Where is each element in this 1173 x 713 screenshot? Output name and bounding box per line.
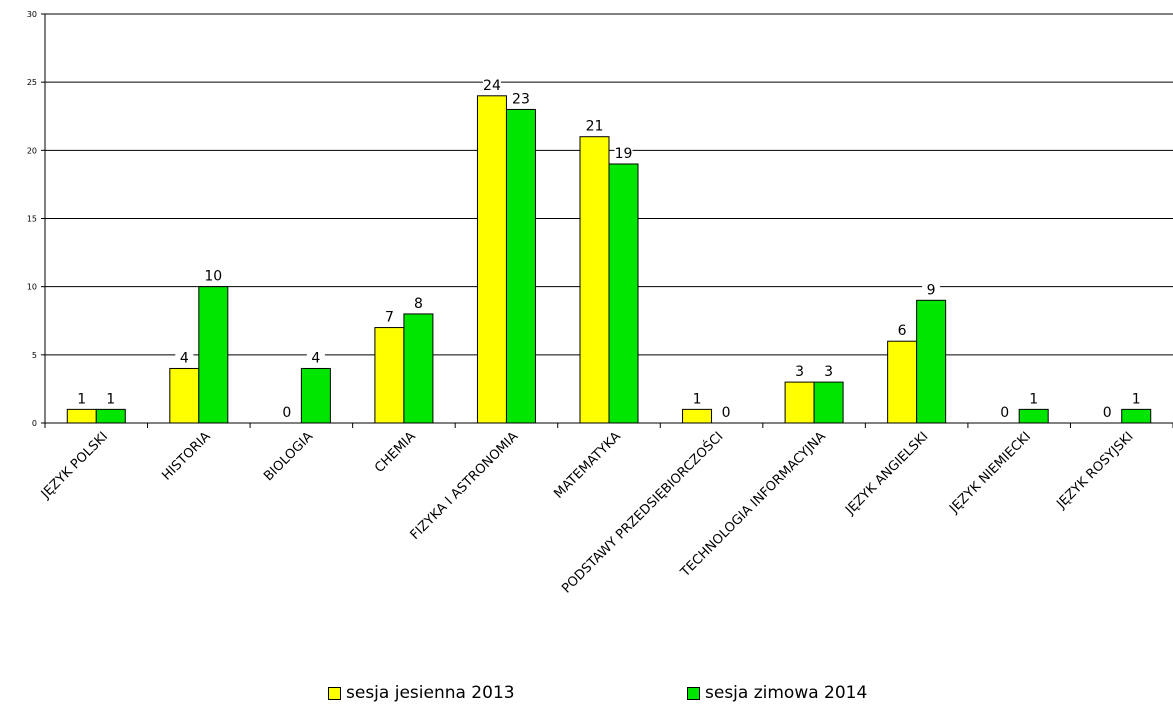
x-category-label: JĘZYK NIEMIECKI (946, 429, 1034, 517)
data-label-bg (1024, 390, 1043, 407)
x-category-label: PODSTAWY PRZEDSIĘBIORCZOŚCI (558, 429, 726, 597)
data-label: 1 (1132, 391, 1141, 407)
legend-item-series-1: sesja jesienna 2013 (328, 683, 515, 703)
data-label-bg (1098, 404, 1117, 420)
bar-winter-2014 (1121, 408, 1152, 424)
bar-winter-2014 (505, 108, 536, 424)
data-label-bg (819, 363, 838, 380)
x-category-label: JĘZYK ROSYJSKI (1053, 429, 1136, 512)
bar-winter-2014 (95, 408, 126, 424)
y-tick-label: 0 (32, 419, 37, 428)
bar-autumn-2013 (887, 340, 918, 424)
y-tick-label: 30 (27, 10, 37, 19)
data-label: 21 (586, 119, 604, 135)
x-category-label: JĘZYK POLSKI (38, 429, 111, 502)
bar-winter-2014 (300, 367, 331, 424)
data-label: 19 (615, 146, 633, 162)
data-label-bg (790, 363, 809, 380)
data-label: 1 (1029, 391, 1038, 407)
data-label: 0 (1103, 405, 1112, 421)
data-label-bg (995, 404, 1014, 420)
y-tick-label: 20 (27, 146, 37, 155)
data-label: 24 (483, 78, 501, 94)
bar-autumn-2013 (579, 136, 610, 424)
data-label: 4 (311, 350, 320, 366)
axes (44, 14, 1173, 428)
data-label: 0 (722, 405, 731, 421)
x-category-label: CHEMIA (372, 429, 419, 476)
legend: sesja jesienna 2013 sesja zimowa 2014 (0, 683, 1173, 707)
legend-label-series-1: sesja jesienna 2013 (346, 683, 515, 703)
data-label-bg (688, 390, 707, 407)
y-tick-label: 25 (27, 78, 37, 87)
x-category-label: BIOLOGIA (261, 429, 316, 484)
y-axis-ticks: 0 5 10 15 20 25 30 (27, 10, 45, 428)
data-label-bg (922, 281, 941, 298)
data-label: 7 (385, 310, 394, 326)
bar-autumn-2013 (66, 408, 97, 424)
x-category-label: FIZYKA I ASTRONOMIA (408, 429, 522, 543)
x-category-label: MATEMATYKA (551, 429, 624, 502)
x-axis-labels: JĘZYK POLSKI HISTORIA BIOLOGIA CHEMIAFIZYKA… (38, 429, 1137, 597)
bar-autumn-2013 (784, 381, 815, 424)
data-label-bg (204, 267, 223, 284)
legend-label-series-2: sesja zimowa 2014 (705, 683, 868, 703)
data-label-bg (717, 404, 736, 420)
x-category-label: HISTORIA (159, 429, 213, 483)
bar-autumn-2013 (374, 327, 405, 424)
data-label: 1 (106, 391, 115, 407)
bar-winter-2014 (916, 299, 947, 424)
data-label-bg (893, 322, 912, 339)
data-label: 9 (927, 282, 936, 298)
data-label-bg (585, 117, 604, 134)
legend-swatch-green (687, 686, 700, 700)
data-label: 0 (282, 405, 291, 421)
data-label-bg (1127, 390, 1146, 407)
data-label-bg (277, 404, 296, 420)
data-label: 1 (693, 391, 702, 407)
data-label-bg (482, 76, 501, 93)
bars (66, 95, 1152, 424)
y-tick-label: 15 (27, 215, 37, 224)
bar-winter-2014 (403, 313, 434, 424)
data-label-bg (409, 294, 428, 311)
data-label: 3 (824, 364, 833, 380)
data-label: 6 (898, 323, 907, 339)
data-label: 1 (77, 391, 86, 407)
data-label: 3 (795, 364, 804, 380)
bar-autumn-2013 (682, 408, 713, 424)
data-label: 10 (204, 269, 222, 285)
data-label: 0 (1000, 405, 1009, 421)
data-label-bg (511, 90, 530, 107)
bar-winter-2014 (1018, 408, 1049, 424)
legend-item-series-2: sesja zimowa 2014 (687, 683, 867, 703)
legend-swatch-yellow (328, 686, 341, 700)
data-label-bg (380, 308, 399, 325)
bar-autumn-2013 (476, 95, 507, 424)
bar-autumn-2013 (169, 367, 200, 424)
data-label-bg (175, 349, 194, 366)
bar-winter-2014 (608, 163, 639, 424)
data-label: 23 (512, 91, 530, 107)
bar-winter-2014 (198, 286, 229, 424)
data-label-bg (614, 144, 633, 161)
data-label: 8 (414, 296, 423, 312)
y-tick-label: 5 (32, 351, 37, 360)
data-label-bg (72, 390, 91, 407)
data-label-bg (101, 390, 120, 407)
bar-winter-2014 (813, 381, 844, 424)
data-label-bg (306, 349, 325, 366)
x-category-label: JĘZYK ANGIELSKI (842, 429, 931, 518)
data-label: 4 (180, 350, 189, 366)
y-tick-label: 10 (27, 283, 37, 292)
